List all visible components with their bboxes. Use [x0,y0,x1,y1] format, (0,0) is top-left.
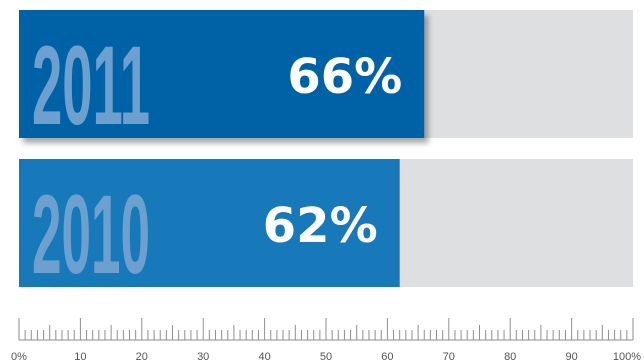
x-axis: 0% 10 20 30 40 50 60 70 80 90 100% [11,318,641,363]
year-label-2011: 2011 [32,23,150,148]
tick-label: 0% [11,351,27,363]
bar-row-2011: 2011 66% [19,10,633,148]
tick-label: 80 [504,351,516,363]
value-label-2010: 62% [263,198,378,254]
bar-2011 [19,10,425,138]
tick-label: 10 [74,351,86,363]
bar-row-2010: 2010 62% [19,159,633,297]
tick-label: 60 [381,351,393,363]
tick-label: 20 [136,351,148,363]
tick-label: 90 [565,351,577,363]
tick-label: 70 [443,351,455,363]
tick-label: 50 [320,351,332,363]
bar-2010 [19,159,400,287]
tick-label: 30 [197,351,209,363]
year-label-2010: 2010 [32,172,150,297]
tick-label: 100% [613,351,641,363]
tick-label: 40 [258,351,270,363]
bars-layer: 2011 66% 2010 62% [19,10,633,297]
value-label-2011: 66% [287,49,402,105]
